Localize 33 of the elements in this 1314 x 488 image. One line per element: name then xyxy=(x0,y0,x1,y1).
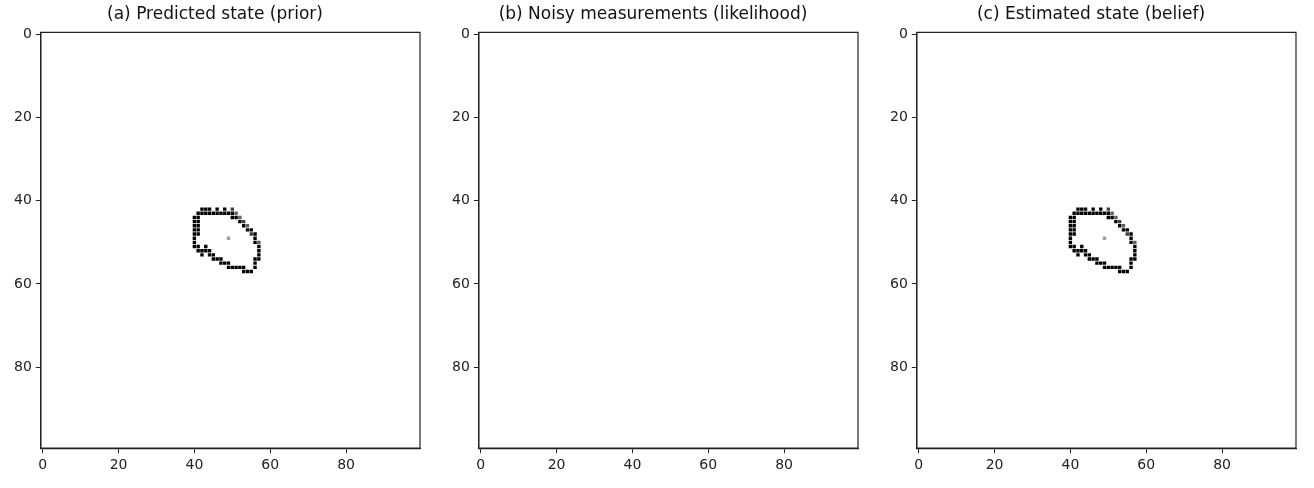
y-tick-label: 60 xyxy=(889,274,908,291)
chart-title: (c) Estimated state (belief) xyxy=(976,2,1206,23)
y-tick-label: 40 xyxy=(889,191,908,208)
x-tick-label: 40 xyxy=(1061,456,1080,473)
x-tick-label: 20 xyxy=(109,456,128,473)
y-tick-label: 0 xyxy=(460,25,470,42)
y-tick-label: 80 xyxy=(13,357,32,374)
x-tick-label: 80 xyxy=(775,456,793,473)
y-tick-label: 20 xyxy=(13,108,32,125)
y-tick-label: 60 xyxy=(13,274,32,291)
x-tick-label: 0 xyxy=(38,456,48,473)
x-tick-label: 0 xyxy=(914,456,924,473)
x-tick-label: 0 xyxy=(476,456,486,473)
y-tick-label: 80 xyxy=(889,357,908,374)
x-tick-label: 60 xyxy=(699,456,718,473)
chart-title: (a) Predicted state (prior) xyxy=(107,2,323,23)
y-tick-label: 40 xyxy=(451,191,470,208)
x-tick-label: 20 xyxy=(985,456,1004,473)
y-tick-label: 80 xyxy=(451,357,470,374)
x-tick-label: 80 xyxy=(1213,456,1231,473)
y-tick-label: 40 xyxy=(13,191,32,208)
y-tick-label: 20 xyxy=(451,108,470,125)
chart-title: (b) Noisy measurements (likelihood) xyxy=(498,2,808,23)
y-tick-label: 60 xyxy=(451,274,470,291)
y-tick-label: 0 xyxy=(898,25,908,42)
y-tick-label: 0 xyxy=(22,25,32,42)
x-tick-label: 40 xyxy=(185,456,204,473)
x-tick-label: 40 xyxy=(623,456,642,473)
x-tick-label: 20 xyxy=(547,456,566,473)
x-tick-label: 60 xyxy=(1137,456,1156,473)
y-tick-label: 20 xyxy=(889,108,908,125)
x-tick-label: 80 xyxy=(337,456,355,473)
x-tick-label: 60 xyxy=(261,456,280,473)
